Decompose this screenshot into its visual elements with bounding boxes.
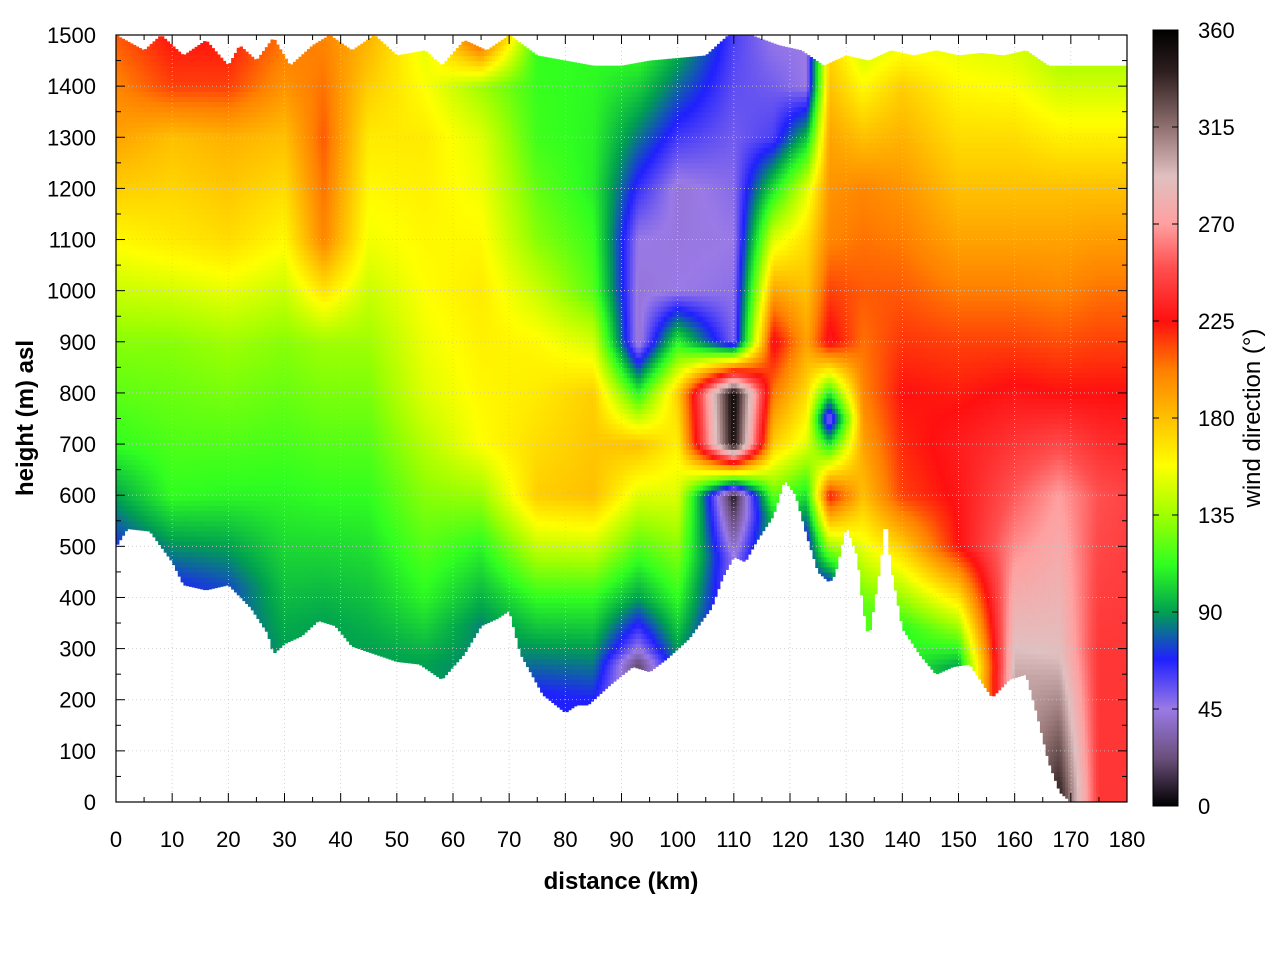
heatmap-cell [169, 44, 172, 46]
heatmap-cell [211, 48, 214, 51]
heatmap-cell [175, 49, 178, 51]
heatmap-cell [133, 45, 136, 46]
heatmap-cell [217, 54, 220, 56]
heatmap-cell [119, 536, 122, 540]
heatmap-cell [122, 531, 125, 536]
heatmap-cell [164, 39, 167, 41]
heatmap-cell [209, 45, 212, 46]
